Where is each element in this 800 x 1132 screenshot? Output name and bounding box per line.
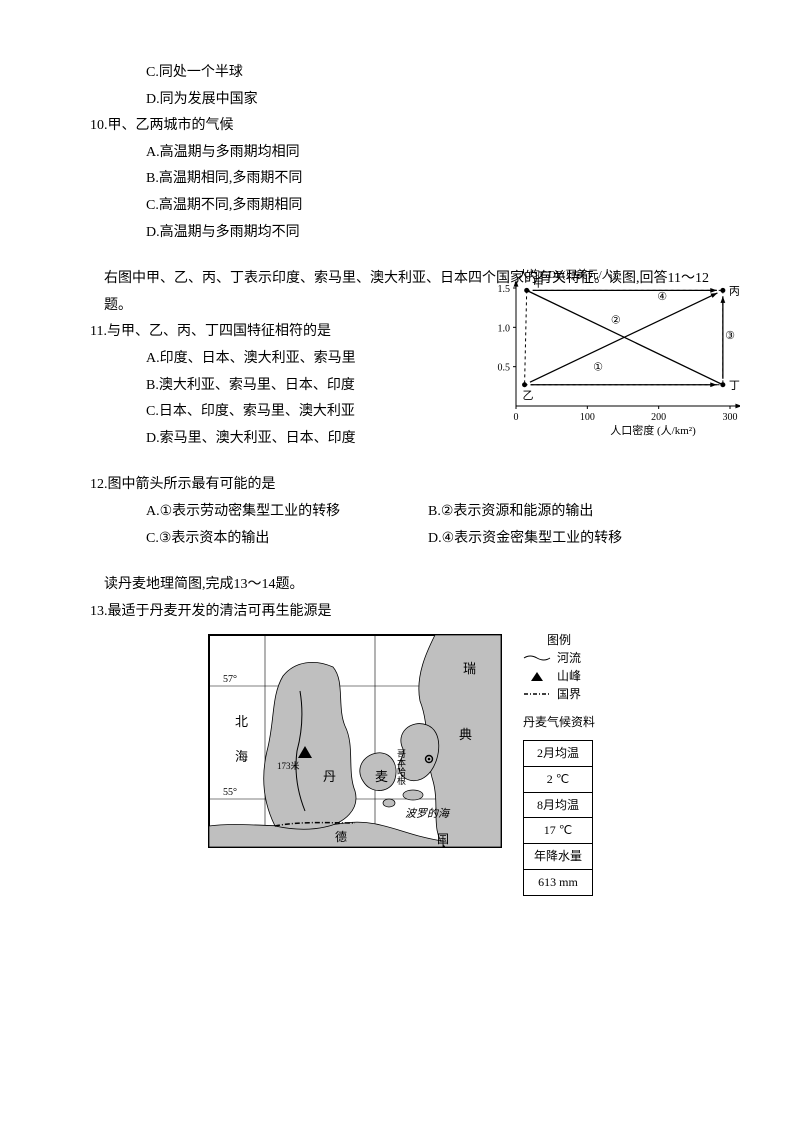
svg-text:57°: 57° [223, 674, 237, 685]
svg-text:北: 北 [235, 714, 248, 729]
svg-text:丹: 丹 [323, 769, 336, 784]
q9-option-c: C.同处一个半球 [90, 60, 710, 87]
svg-text:200: 200 [651, 412, 666, 423]
svg-text:0.5: 0.5 [498, 363, 511, 374]
svg-text:丁: 丁 [729, 380, 740, 392]
svg-text:①: ① [593, 362, 603, 374]
svg-text:丙: 丙 [729, 286, 740, 298]
q12-option-b: B.②表示资源和能源的输出 [428, 499, 710, 526]
svg-text:55°: 55° [223, 787, 237, 798]
legend-peak: 山峰 [557, 667, 581, 685]
denmark-map: 7°9°11°55°57°173米哥本哈根北海丹麦瑞典德国波罗的海 [205, 631, 505, 896]
svg-text:德: 德 [335, 829, 347, 844]
legend-river: 河流 [557, 649, 581, 667]
svg-text:国: 国 [437, 832, 449, 846]
svg-text:人口密度 (人/km²): 人口密度 (人/km²) [610, 423, 696, 437]
climate-cell: 17 ℃ [523, 818, 592, 844]
q12-stem: 12.图中箭头所示最有可能的是 [90, 472, 710, 499]
svg-text:1.0: 1.0 [498, 323, 511, 334]
svg-text:④: ④ [657, 291, 667, 303]
legend-border: 国界 [557, 685, 581, 703]
svg-text:100: 100 [580, 412, 595, 423]
svg-text:300: 300 [723, 412, 738, 423]
svg-text:哥本哈根: 哥本哈根 [396, 749, 406, 786]
climate-cell: 8月均温 [523, 792, 592, 818]
q10-option-c: C.高温期不同,多雨期相同 [90, 193, 710, 220]
svg-text:173米: 173米 [277, 760, 300, 771]
q10-option-d: D.高温期与多雨期均不同 [90, 220, 710, 247]
q9-option-d: D.同为发展中国家 [90, 87, 710, 114]
q10-option-a: A.高温期与多雨期均相同 [90, 140, 710, 167]
climate-cell: 613 mm [523, 870, 592, 896]
svg-text:乙: 乙 [523, 389, 534, 402]
svg-text:甲: 甲 [533, 278, 544, 290]
svg-text:瑞: 瑞 [463, 661, 476, 676]
intro-13-14: 读丹麦地理简图,完成13～14题。 [90, 572, 710, 599]
climate-cell: 2月均温 [523, 741, 592, 767]
q10-stem: 10.甲、乙两城市的气候 [90, 113, 710, 140]
climate-cell: 年降水量 [523, 844, 592, 870]
climate-title: 丹麦气候资料 [523, 711, 595, 734]
q13-stem: 13.最适于丹麦开发的清洁可再生能源是 [90, 599, 710, 626]
climate-table: 2月均温 2 ℃ 8月均温 17 ℃ 年降水量 613 mm [523, 740, 593, 896]
map-legend: 图例 河流 山峰 国界 [523, 631, 595, 703]
scatter-chart: 人均GDP(万美元/人)0.51.01.50100200300人口密度 (人/k… [480, 266, 740, 457]
legend-title: 图例 [523, 631, 595, 649]
q12-option-c: C.③表示资本的输出 [146, 526, 428, 553]
svg-text:③: ③ [725, 330, 735, 342]
q12-option-a: A.①表示劳动密集型工业的转移 [146, 499, 428, 526]
q10-option-b: B.高温期相同,多雨期不同 [90, 166, 710, 193]
svg-text:1.5: 1.5 [498, 284, 511, 295]
svg-text:波罗的海: 波罗的海 [405, 807, 451, 820]
climate-cell: 2 ℃ [523, 766, 592, 792]
q12-option-d: D.④表示资金密集型工业的转移 [428, 526, 710, 553]
svg-text:②: ② [611, 315, 621, 327]
svg-text:典: 典 [459, 727, 472, 742]
svg-text:海: 海 [235, 749, 248, 764]
svg-text:麦: 麦 [375, 769, 388, 784]
svg-text:0: 0 [514, 412, 519, 423]
